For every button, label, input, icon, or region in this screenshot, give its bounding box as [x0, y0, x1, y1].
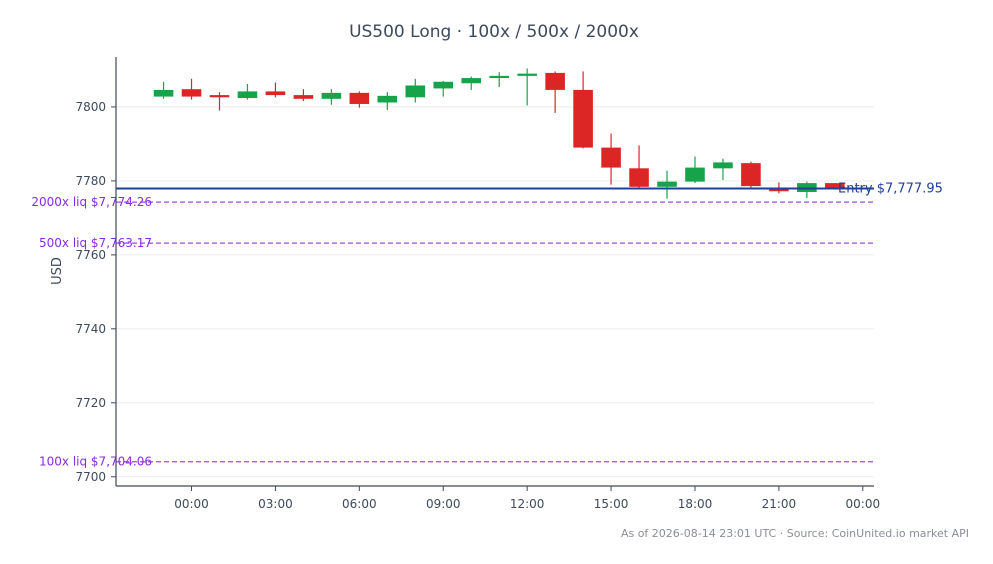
candle: [741, 161, 761, 189]
x-tick-label: 06:00: [342, 497, 377, 511]
x-tick-label: 00:00: [846, 497, 881, 511]
candle: [321, 89, 342, 105]
candle-body: [321, 92, 342, 99]
y-tick-label: 7740: [75, 322, 106, 336]
candle: [265, 82, 286, 98]
candle-body: [461, 78, 482, 84]
candle: [349, 91, 370, 108]
candle-body: [573, 89, 593, 148]
x-tick-label: 00:00: [174, 497, 209, 511]
candle: [153, 81, 174, 99]
candle: [545, 71, 565, 113]
candle-body: [517, 73, 537, 76]
y-tick-label: 7760: [75, 248, 106, 262]
candle: [601, 133, 621, 185]
candle: [489, 72, 509, 87]
x-tick-label: 21:00: [762, 497, 797, 511]
candle: [181, 78, 202, 100]
candle: [825, 183, 845, 189]
candle: [685, 156, 705, 184]
axes: [115, 57, 874, 487]
candle-body: [769, 188, 789, 192]
candle: [629, 145, 649, 190]
y-tick-label: 7780: [75, 174, 106, 188]
candle: [377, 92, 398, 110]
candle-body: [293, 95, 314, 99]
candle-body: [489, 75, 509, 79]
candle-body: [433, 81, 454, 89]
x-tick-label: 12:00: [510, 497, 545, 511]
candle-body: [741, 163, 761, 187]
candle: [461, 76, 482, 90]
candle: [573, 71, 593, 149]
y-tick-label: 7800: [75, 100, 106, 114]
candle: [657, 170, 677, 199]
liquidation-label: 100x liq $7,704.06: [39, 455, 152, 469]
candle-body: [685, 167, 705, 182]
candle: [797, 181, 817, 198]
candle: [209, 92, 230, 111]
x-tick-label: 18:00: [678, 497, 713, 511]
candle-body: [237, 91, 258, 99]
candle-body: [265, 91, 286, 96]
candle-body: [601, 147, 621, 168]
candle-body: [181, 89, 202, 97]
liquidation-label: 500x liq $7,763.17: [39, 236, 152, 250]
candle: [293, 89, 314, 102]
x-tick-label: 09:00: [426, 497, 461, 511]
y-axis-label: USD: [50, 257, 65, 285]
source-footer: As of 2026-08-14 23:01 UTC · Source: Coi…: [621, 527, 969, 540]
candle: [405, 78, 426, 103]
candle: [237, 83, 258, 100]
axis-ticks: 7700 7720 7740 7760 7780 7800 00:00 03:00 06:00 0…: [75, 100, 880, 511]
candle-body: [713, 162, 733, 169]
y-tick-label: 7720: [75, 396, 106, 410]
x-tick-label: 03:00: [258, 497, 293, 511]
price-levels: 2000x liq $7,774.26 500x liq $7,763.17 100…: [31, 181, 943, 468]
candle-body: [545, 72, 565, 90]
candle-body: [825, 183, 845, 188]
chart-title: US500 Long · 100x / 500x / 2000x: [349, 22, 639, 42]
candle: [433, 81, 454, 97]
liquidation-label: 2000x liq $7,774.26: [31, 195, 152, 209]
candle: [517, 68, 537, 106]
y-tick-label: 7700: [75, 470, 106, 484]
entry-label: Entry $7,777.95: [838, 181, 943, 196]
candle-body: [377, 95, 398, 103]
candle-body: [405, 85, 426, 98]
grid-lines: [116, 106, 874, 478]
candle-body: [349, 92, 370, 104]
candle: [713, 158, 733, 181]
candle-body: [629, 168, 649, 187]
candle-body: [153, 89, 174, 97]
candles: [153, 68, 845, 199]
candle-body: [209, 95, 230, 98]
candle-body: [657, 181, 677, 187]
x-tick-label: 15:00: [594, 497, 629, 511]
